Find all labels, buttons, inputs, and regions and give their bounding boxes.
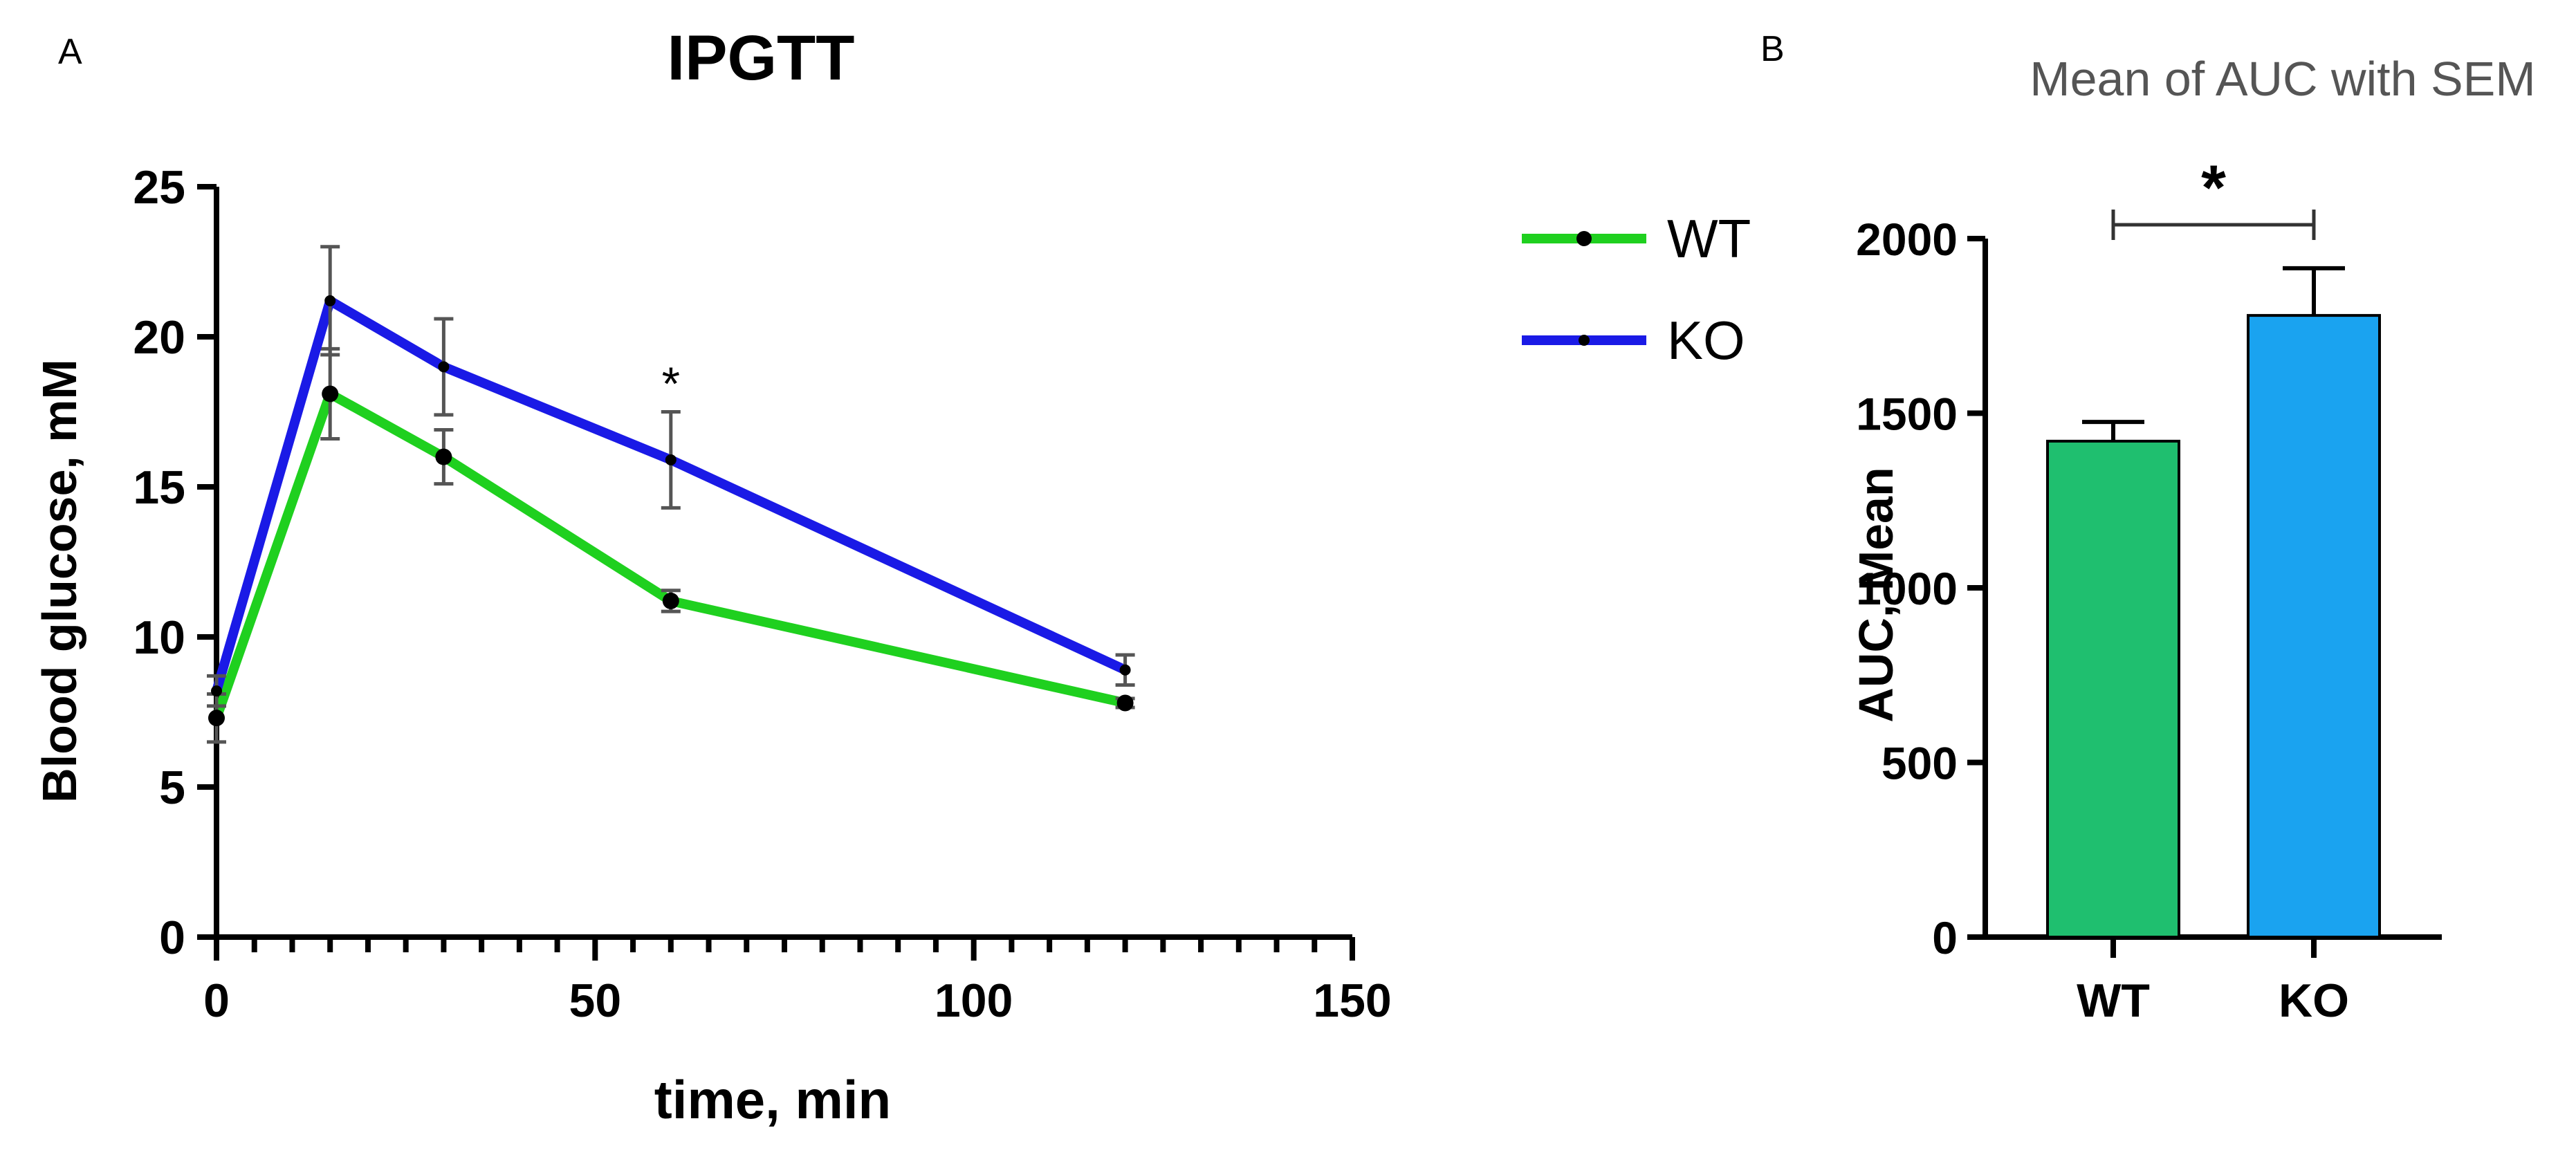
significance-star: * <box>2201 153 2226 223</box>
legend-wt-marker <box>1576 231 1592 246</box>
chart-a-x-tick-label: 150 <box>1313 974 1391 1027</box>
chart-b-y-tick-label: 2000 <box>1856 214 1958 265</box>
chart-a-axes: 0 5 10 15 20 25 0 50 100 150 <box>133 161 1391 1027</box>
chart-b-x-tick-label: WT <box>2077 974 2150 1027</box>
chart-a-title: IPGTT <box>668 23 855 93</box>
data-point <box>1116 694 1134 712</box>
bar-wt <box>2046 439 2180 938</box>
data-point <box>665 454 677 465</box>
data-point <box>211 685 222 697</box>
legend-wt-label: WT <box>1667 208 1751 269</box>
data-point <box>1119 664 1131 676</box>
chart-a-y-tick-label: 5 <box>159 761 185 814</box>
chart-b-bars: WT KO * <box>2046 153 2381 1027</box>
chart-a-y-tick-label: 0 <box>159 911 185 964</box>
chart-a-y-tick-label: 15 <box>133 461 185 514</box>
chart-a-legend: WT KO <box>1522 208 1751 371</box>
legend-ko-marker <box>1579 335 1590 346</box>
panel-a: A IPGTT Blood glucose, mM time, min 0 5 10… <box>33 23 1751 1130</box>
data-point <box>438 361 450 373</box>
chart-b-x-tick-label: KO <box>2279 974 2349 1027</box>
chart-a-y-tick-label: 20 <box>133 311 185 364</box>
panel-a-label: A <box>58 32 82 72</box>
panel-b-label: B <box>1760 29 1785 69</box>
chart-a-y-tick-label: 10 <box>133 611 185 664</box>
chart-b-axes: 0 500 1000 1500 2000 <box>1856 214 2442 963</box>
chart-b-ylabel: AUC, Mean <box>1849 467 1903 722</box>
chart-a-x-tick-label: 0 <box>203 974 230 1027</box>
chart-a-ylabel: Blood glucose, mM <box>33 359 86 803</box>
bar-ko <box>2247 314 2381 939</box>
chart-b-y-tick-label: 500 <box>1882 738 1958 789</box>
chart-a-x-tick-label: 50 <box>569 974 622 1027</box>
chart-a-x-tick-label: 100 <box>935 974 1013 1027</box>
chart-b-title: Mean of AUC with SEM <box>2030 52 2535 106</box>
data-point <box>208 710 225 727</box>
chart-a-y-tick-label: 25 <box>133 161 185 214</box>
data-point <box>435 448 452 465</box>
chart-a-xlabel: time, min <box>654 1069 891 1130</box>
chart-a-series: * <box>207 245 1135 744</box>
data-point <box>324 295 336 306</box>
chart-b-y-tick-label: 1500 <box>1856 389 1958 440</box>
significance-star: * <box>662 358 680 410</box>
data-point <box>322 385 339 402</box>
panel-b: B Mean of AUC with SEM AUC, Mean 0 500 100… <box>1760 29 2536 1027</box>
data-point <box>662 592 679 609</box>
chart-b-y-tick-label: 1000 <box>1856 563 1958 614</box>
chart-b-y-tick-label: 0 <box>1932 912 1958 963</box>
legend-ko-label: KO <box>1667 310 1745 371</box>
